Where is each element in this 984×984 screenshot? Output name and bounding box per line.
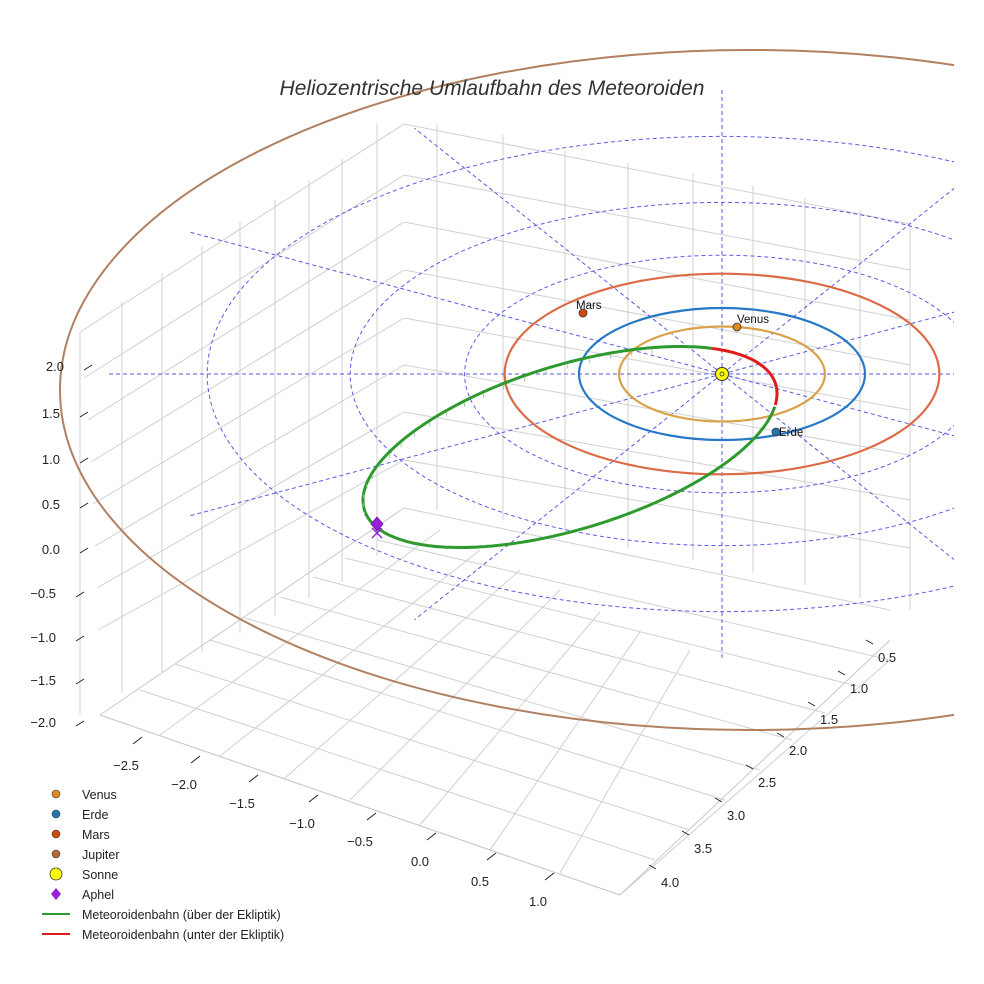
legend-marker: [49, 867, 63, 881]
x-tick-label: 0.0: [411, 854, 429, 869]
aphel-projection: [371, 527, 383, 539]
orbit-erde: [577, 306, 867, 442]
bodies: Venus Erde Mars: [370, 300, 803, 539]
legend-marker: [51, 809, 61, 819]
x-tick-label: −0.5: [347, 834, 373, 849]
legend-label: Jupiter: [82, 848, 120, 862]
y-tick-mark: [714, 797, 723, 803]
x-tick-mark: [426, 832, 437, 841]
z-tick-label: 0.5: [42, 497, 60, 512]
orbit-venus: [617, 325, 827, 423]
x-tick-mark: [544, 872, 555, 881]
z-tick-mark: [75, 678, 85, 685]
z-tick-mark: [79, 457, 89, 464]
x-tick-label: 0.5: [471, 874, 489, 889]
y-tick-label: 2.0: [789, 743, 807, 758]
x-tick-label: −2.5: [113, 758, 139, 773]
legend-label: Mars: [82, 828, 110, 842]
y-tick-mark: [648, 864, 657, 870]
z-tick-label: 1.5: [42, 406, 60, 421]
sun-marker: [715, 367, 729, 381]
legend-label: Aphel: [82, 888, 114, 902]
sun-core: [719, 371, 725, 377]
venus-marker: [732, 322, 742, 332]
y-tick-mark: [807, 701, 816, 707]
x-tick-mark: [308, 794, 319, 803]
x-axis-ticks: −2.5 −2.0 −1.5 −1.0 −0.5 0.0 0.5 1.0: [113, 736, 555, 909]
y-tick-label: 4.0: [661, 875, 679, 890]
y-tick-label: 0.5: [878, 650, 896, 665]
y-tick-mark: [681, 830, 690, 836]
legend-label: Erde: [82, 808, 108, 822]
y-axis-ticks: 0.5 1.0 1.5 2.0 2.5 3.0 3.5 4.0: [648, 639, 896, 890]
mars-marker: [578, 308, 588, 318]
y-tick-label: 1.0: [850, 681, 868, 696]
z-tick-label: −1.0: [30, 630, 56, 645]
y-tick-label: 3.0: [727, 808, 745, 823]
x-tick-mark: [190, 755, 201, 764]
y-tick-label: 3.5: [694, 841, 712, 856]
y-tick-label: 1.5: [820, 712, 838, 727]
erde-label: Erde: [779, 427, 803, 439]
chart-title: Heliozentrische Umlaufbahn des Meteoroid…: [280, 77, 705, 100]
z-tick-mark: [79, 411, 89, 418]
y-tick-mark: [776, 732, 785, 738]
z-tick-label: 1.0: [42, 452, 60, 467]
meteoroid-path: [361, 345, 779, 549]
legend: Venus Erde Mars Jupiter Sonne Aphel Meteoroide…: [42, 788, 284, 942]
legend-marker: [51, 888, 61, 900]
legend-marker: [51, 789, 61, 799]
z-tick-label: −2.0: [30, 715, 56, 730]
x-tick-mark: [248, 774, 259, 783]
mars-label: Mars: [576, 300, 602, 312]
orbit-jupiter: [59, 49, 954, 731]
axis-edges: [99, 639, 891, 896]
x-tick-mark: [366, 812, 377, 821]
x-tick-label: 1.0: [529, 894, 547, 909]
y-tick-mark: [837, 670, 846, 676]
legend-label: Meteoroidenbahn (über der Ekliptik): [82, 908, 281, 922]
z-tick-mark: [79, 502, 89, 509]
z-axis-ticks: 2.0 1.5 1.0 0.5 0.0 −0.5 −1.0 −1.5 −2.0: [30, 359, 93, 730]
ecliptic-ring-2: [464, 254, 954, 494]
legend-marker: [51, 849, 61, 859]
back-wall-grid: [79, 123, 911, 896]
ecliptic-ring-4: [206, 135, 954, 613]
legend-label: Meteoroidenbahn (unter der Ekliptik): [82, 928, 284, 942]
meteoroid-below-ecliptic: [711, 346, 779, 406]
z-tick-label: 0.0: [42, 542, 60, 557]
ecliptic-radial-9: [414, 127, 723, 375]
x-tick-mark: [486, 852, 497, 861]
legend-label: Venus: [82, 788, 117, 802]
z-tick-mark: [75, 635, 85, 642]
y-tick-mark: [745, 764, 754, 770]
x-tick-label: −2.0: [171, 777, 197, 792]
z-tick-mark: [75, 720, 85, 727]
ecliptic-radial-6: [189, 373, 723, 517]
z-tick-label: −0.5: [30, 586, 56, 601]
z-tick-mark: [83, 364, 93, 371]
y-tick-mark: [865, 639, 874, 645]
x-tick-label: −1.5: [229, 796, 255, 811]
planet-orbits: [59, 49, 954, 731]
ecliptic-radial-12: [721, 311, 954, 375]
z-tick-mark: [75, 591, 85, 598]
legend-marker: [51, 829, 61, 839]
x-tick-label: −1.0: [289, 816, 315, 831]
y-tick-label: 2.5: [758, 775, 776, 790]
erde-marker: [771, 427, 781, 437]
venus-label: Venus: [737, 314, 769, 326]
z-tick-mark: [79, 547, 89, 554]
aphel-marker: [370, 516, 384, 532]
z-tick-label: 2.0: [46, 359, 64, 374]
orbit-mars: [503, 272, 941, 476]
legend-label: Sonne: [82, 868, 118, 882]
x-tick-mark: [132, 736, 143, 745]
ecliptic-radial-5: [414, 373, 723, 621]
z-tick-label: −1.5: [30, 673, 56, 688]
axis-grid: [79, 123, 911, 896]
